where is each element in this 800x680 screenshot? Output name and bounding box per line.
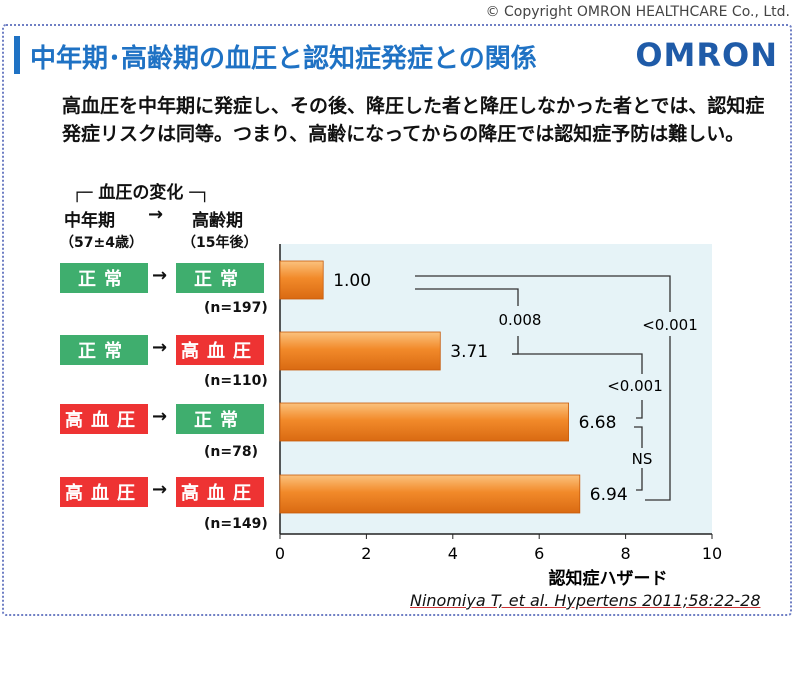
x-tick-label: 6 [534,544,544,563]
transition-arrow: → [152,406,168,427]
bar-value-label: 1.00 [333,271,371,291]
comparison-bracket [415,275,671,312]
slide-subtitle: 高血圧を中年期に発症し、その後、降圧した者と降圧しなかった者とでは、認知症発症リ… [62,95,765,145]
elderly-status-badge: 高血圧 [176,477,264,507]
bp-change-label: 血圧の変化 [98,183,184,203]
omron-logo: OMRON [635,36,778,74]
x-axis-title: 認知症ハザード [549,568,668,589]
bp-change-header: ┌─ 血圧の変化 ─┐ [72,178,210,203]
group-sample-size: (n=110) [204,373,268,389]
midlife-status-badge: 高血圧 [60,477,148,507]
comparison-bracket [645,336,671,501]
elderly-column-label: 高齢期 [192,211,243,231]
bp-change-rule-right: ─┐ [183,183,210,203]
group-sample-size: (n=197) [204,300,268,316]
midlife-status-badge: 正常 [60,263,148,293]
x-tick-label: 10 [702,544,722,563]
transition-arrow: → [152,265,168,286]
bar-value-label: 6.68 [579,413,617,433]
elderly-status-badge: 正常 [176,263,264,293]
midlife-status-badge: 正常 [60,335,148,365]
p-value-label: 0.008 [499,311,542,329]
elderly-status-badge: 正常 [176,404,264,434]
group-sample-size: (n=149) [204,516,268,532]
p-value-label: <0.001 [642,316,698,334]
bp-change-rule-left: ┌─ [72,183,99,203]
elderly-status-badge: 高血圧 [176,335,264,365]
comparison-bracket [415,288,519,306]
x-tick-label: 2 [361,544,371,563]
copyright-text: © Copyright OMRON HEALTHCARE Co., Ltd. [485,4,790,20]
transition-arrow: → [152,479,168,500]
transition-arrow: → [152,337,168,358]
x-tick-label: 8 [621,544,631,563]
hazard-bar [279,402,569,442]
x-tick-label: 4 [448,544,458,563]
midlife-status-badge: 高血圧 [60,404,148,434]
hazard-bar [279,260,324,300]
citation: Ninomiya T, et al. Hypertens 2011;58:22-… [410,591,761,610]
comparison-bracket [512,353,643,374]
hazard-bar [279,474,581,514]
midlife-age-note: （57±4歳） [60,235,143,251]
hazard-bar [279,331,441,371]
p-value-label: <0.001 [607,377,663,395]
column-arrow: → [148,204,164,225]
comparison-bracket [636,468,643,491]
slide-title: 中年期･高齢期の血圧と認知症発症との関係 [30,44,537,74]
x-tick-label: 0 [275,544,285,563]
p-value-label: NS [632,450,653,468]
title-accent-bar [14,36,20,74]
comparison-bracket [634,426,643,448]
comparison-bracket [636,400,643,419]
midlife-column-label: 中年期 [64,211,115,231]
group-sample-size: (n=78) [204,444,258,460]
bar-value-label: 6.94 [590,485,628,505]
bar-value-label: 3.71 [450,342,488,362]
slide-frame [2,24,792,616]
elderly-time-note: （15年後） [182,235,258,251]
